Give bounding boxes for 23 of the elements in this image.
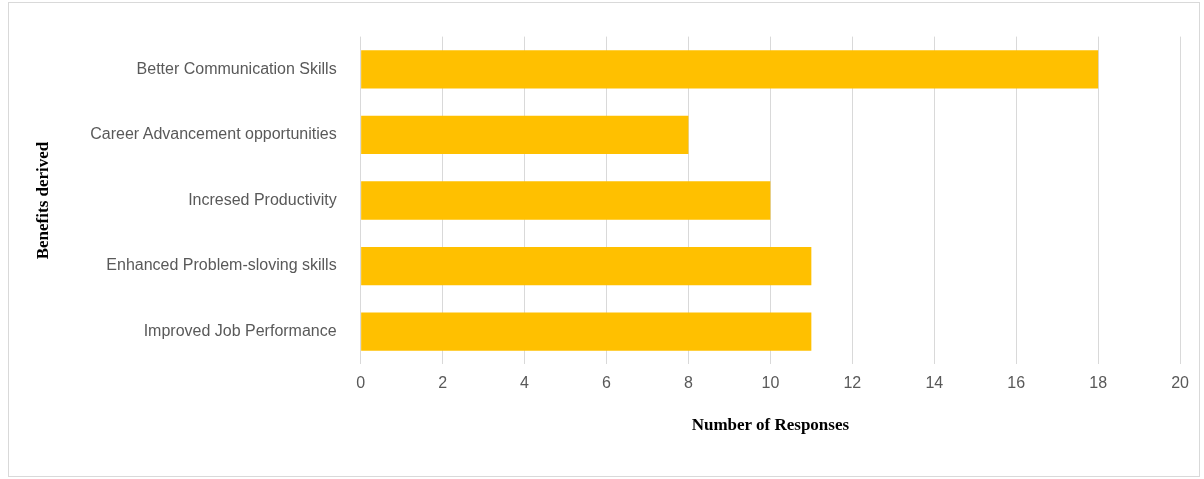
x-tick-label: 6 <box>602 374 612 392</box>
bar <box>361 115 689 155</box>
y-tick-label: Career Advancement opportunities <box>90 125 337 143</box>
bar <box>361 50 1099 89</box>
y-tick-label: Enhanced Problem-sloving skills <box>106 256 337 274</box>
bar <box>361 181 771 220</box>
x-tick-label: 8 <box>683 374 693 392</box>
bar <box>361 246 812 286</box>
x-tick-label: 14 <box>925 374 944 392</box>
x-tick-label: 4 <box>520 374 530 392</box>
x-tick-label: 20 <box>1171 374 1190 392</box>
y-tick-label: Better Communication Skills <box>136 59 337 77</box>
y-axis-title: Benefits derived <box>32 141 52 260</box>
x-tick-label: 10 <box>761 374 780 392</box>
bar <box>361 312 812 351</box>
y-tick-label: Incresed Productivity <box>188 190 337 208</box>
x-tick-label: 0 <box>356 374 366 392</box>
x-tick-label: 18 <box>1089 374 1108 392</box>
x-axis-title: Number of Responses <box>691 415 850 435</box>
x-tick-label: 12 <box>843 374 862 392</box>
x-tick-label: 16 <box>1007 374 1026 392</box>
y-tick-label: Improved Job Performance <box>143 322 337 340</box>
x-tick-label: 2 <box>438 374 448 392</box>
